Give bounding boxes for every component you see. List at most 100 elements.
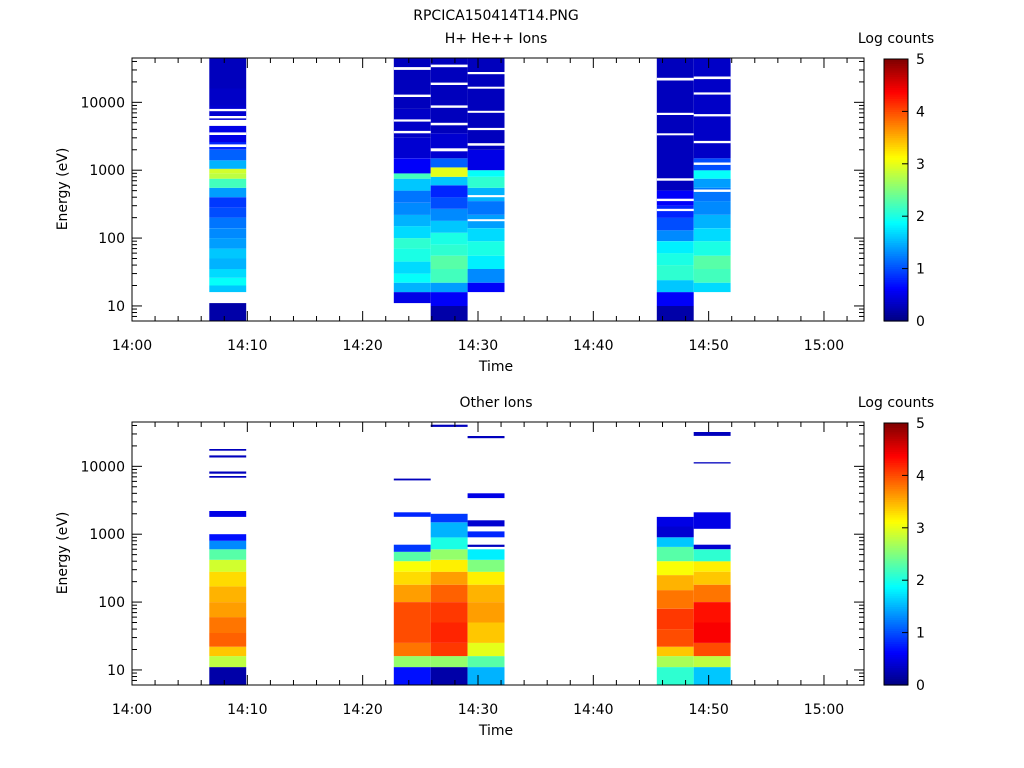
empty-energy-bin [467, 127, 505, 131]
empty-energy-bin [693, 92, 731, 95]
y-axis-label: Energy (eV) [55, 512, 71, 595]
colorbar-tick-label: 0 [916, 678, 925, 694]
heatmap-cell [393, 158, 431, 174]
colorbar-segment [884, 621, 908, 625]
colorbar-segment [884, 139, 908, 143]
colorbar-segment [884, 194, 908, 198]
colorbar-segment [884, 529, 908, 533]
colorbar-segment [884, 229, 908, 233]
colorbar-segment [884, 608, 908, 612]
colorbar-segment [884, 318, 908, 322]
colorbar-segment [884, 433, 908, 437]
colorbar-segment [884, 259, 908, 263]
colorbar-segment [884, 634, 908, 638]
x-axis-label: Time [478, 359, 513, 375]
heatmap-cell [656, 526, 694, 538]
colorbar-segment [884, 471, 908, 474]
heatmap-cell [656, 280, 694, 293]
heatmap-cell [430, 549, 468, 560]
heatmap-cell [209, 248, 247, 259]
colorbar-segment [884, 490, 908, 494]
y-tick-label: 10 [107, 299, 125, 315]
heatmap-cell [656, 516, 694, 527]
colorbar-segment [884, 187, 908, 191]
colorbar-tick-label: 4 [916, 468, 925, 484]
heatmap-cell [656, 608, 694, 630]
heatmap-cell [209, 173, 247, 179]
colorbar-segment [884, 72, 908, 75]
empty-energy-bin [209, 132, 247, 135]
colorbar-segment [884, 248, 908, 252]
y-tick-label: 100 [98, 595, 125, 611]
empty-energy-bin [693, 162, 731, 165]
colorbar-segment [884, 486, 908, 490]
heatmap-cell [693, 602, 731, 623]
colorbar-segment [884, 425, 908, 428]
heatmap-cells [209, 424, 731, 685]
heatmap-cell [430, 602, 468, 623]
colorbar-segment [884, 104, 908, 108]
plot-frame [131, 421, 865, 686]
empty-energy-bin [393, 119, 431, 122]
empty-energy-bin [430, 148, 468, 152]
heatmap-cell [393, 571, 431, 585]
colorbar-segment [884, 152, 908, 156]
heatmap-cell [656, 292, 694, 306]
colorbar-segment [884, 150, 908, 154]
heatmap-cell [393, 190, 431, 203]
colorbar-segment [884, 155, 908, 158]
colorbar-segment [884, 473, 908, 476]
heatmap-cell [430, 167, 468, 177]
heatmap-cell [467, 559, 505, 572]
heatmap-cell [209, 277, 247, 286]
colorbar-segment [884, 619, 908, 623]
colorbar-segment [884, 262, 908, 265]
heatmap-cell [467, 436, 505, 439]
colorbar-segment [884, 495, 908, 498]
colorbar-segment [884, 650, 908, 653]
colorbar-segment [884, 512, 908, 516]
colorbar-segment [884, 207, 908, 211]
heatmap-cell [656, 656, 694, 668]
empty-energy-bin [393, 130, 431, 134]
colorbar-segment [884, 660, 908, 664]
heatmap-cell [693, 178, 731, 188]
colorbar-segment [884, 669, 908, 673]
colorbar-segment [884, 190, 908, 193]
colorbar-segment [884, 251, 908, 254]
heatmap-cell [656, 230, 694, 242]
colorbar-segment [884, 582, 908, 586]
colorbar: 0 1 2 3 4 5 [883, 416, 925, 694]
x-tick-label: 14:40 [573, 702, 613, 718]
empty-energy-bin [693, 189, 731, 192]
colorbar-segment [884, 214, 908, 217]
heatmap-cells [209, 58, 731, 321]
heatmap-cell [693, 571, 731, 585]
heatmap-cell [467, 667, 505, 685]
heatmap-cell [693, 622, 731, 643]
y-axis-label: Energy (eV) [55, 148, 71, 231]
colorbar-segment [884, 488, 908, 492]
colorbar-segment [884, 268, 908, 272]
colorbar-segment [884, 423, 908, 426]
colorbar-segment [884, 168, 908, 171]
x-tick-label: 14:30 [458, 338, 498, 354]
heatmap-cell [209, 476, 247, 478]
panel-title: H+ He++ Ions [445, 31, 548, 47]
heatmap-cell [693, 241, 731, 256]
colorbar-segment [884, 314, 908, 318]
colorbar-segment [884, 192, 908, 195]
colorbar-segment [884, 220, 908, 224]
heatmap-cell [209, 178, 247, 188]
heatmap-cell [393, 58, 431, 109]
heatmap-cell [209, 303, 247, 321]
empty-energy-bin [693, 76, 731, 80]
heatmap-cell [467, 201, 505, 215]
heatmap-cell [693, 584, 731, 602]
colorbar-segment [884, 455, 908, 459]
empty-energy-bin [656, 133, 694, 136]
colorbar-segment [884, 222, 908, 226]
colorbar-segment [884, 78, 908, 82]
empty-energy-bin [693, 140, 731, 144]
